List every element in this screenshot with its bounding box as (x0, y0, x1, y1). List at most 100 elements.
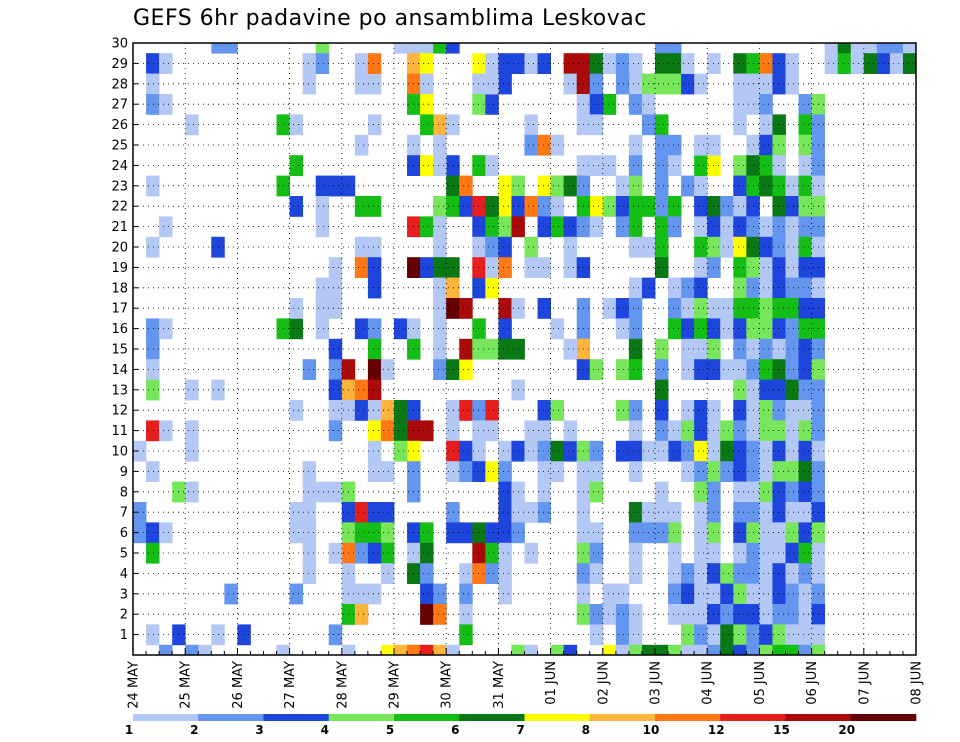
heatmap-cell (485, 338, 499, 360)
heatmap-cell (537, 481, 551, 503)
heatmap-cell (563, 440, 578, 462)
heatmap-cell (328, 175, 343, 197)
y-tick-label: 9 (120, 465, 128, 480)
y-tick-label: 14 (111, 363, 128, 378)
heatmap-cell (759, 114, 773, 136)
x-tick-label: 28 MAY (335, 661, 350, 709)
heatmap-cell (446, 502, 460, 523)
heatmap-cell (459, 196, 473, 217)
legend-swatch (394, 714, 460, 721)
heatmap-cell (772, 583, 786, 605)
heatmap-cell (655, 481, 669, 503)
heatmap-cell (367, 583, 382, 605)
heatmap-cell (772, 502, 786, 523)
y-tick-label: 7 (120, 506, 128, 521)
heatmap-cell (146, 379, 160, 401)
heatmap-cell (668, 196, 682, 217)
heatmap-cell (420, 604, 434, 625)
heatmap-cell (563, 73, 578, 95)
heatmap-cell (655, 114, 669, 136)
heatmap-cell (655, 502, 669, 523)
heatmap-cell (537, 461, 551, 482)
heatmap-cell (550, 318, 565, 340)
heatmap-cell (785, 481, 799, 503)
heatmap-cell (433, 298, 447, 319)
heatmap-cell (655, 522, 669, 544)
heatmap-cell (185, 114, 199, 136)
heatmap-cell (315, 277, 330, 299)
x-tick-label: 25 MAY (179, 661, 194, 709)
heatmap-cell (655, 73, 669, 95)
heatmap-cell (720, 420, 734, 442)
heatmap-cell (785, 236, 799, 258)
y-tick-label: 29 (111, 57, 128, 72)
heatmap-cell (524, 53, 538, 74)
heatmap-cell (224, 583, 238, 605)
heatmap-cell (485, 277, 499, 299)
heatmap-cell (785, 338, 799, 360)
heatmap-cell (537, 216, 551, 238)
heatmap-cell (354, 379, 369, 401)
heatmap-cell (563, 257, 578, 278)
heatmap-cell (537, 134, 551, 156)
heatmap-cell (394, 440, 408, 462)
heatmap-cell (498, 502, 512, 523)
heatmap-cell (720, 563, 734, 584)
heatmap-cell (733, 522, 747, 544)
heatmap-cell (367, 338, 382, 360)
heatmap-cell (694, 542, 708, 564)
heatmap-cell (694, 175, 708, 197)
heatmap-cell (446, 114, 460, 136)
heatmap-cell (433, 216, 447, 238)
heatmap-cell (785, 420, 799, 442)
heatmap-cell (159, 318, 173, 340)
heatmap-cell (772, 134, 786, 156)
heatmap-cell (746, 644, 760, 656)
heatmap-cell (694, 502, 708, 523)
heatmap-cell (302, 563, 317, 584)
heatmap-cell (694, 440, 708, 462)
heatmap-cell (615, 175, 630, 197)
heatmap-cell (733, 624, 747, 646)
heatmap-cell (367, 359, 382, 380)
heatmap-cell (498, 338, 512, 360)
heatmap-cell (772, 481, 786, 503)
y-tick-label: 3 (120, 587, 128, 602)
heatmap-cell (302, 73, 317, 95)
heatmap-cell (472, 216, 486, 238)
heatmap-cell (628, 236, 643, 258)
heatmap-cell (485, 236, 499, 258)
heatmap-cell (615, 400, 630, 421)
heatmap-cell (759, 624, 773, 646)
heatmap-cell (315, 481, 330, 503)
heatmap-cell (602, 604, 617, 625)
heatmap-cell (733, 338, 747, 360)
heatmap-cell (668, 155, 682, 176)
heatmap-cell (694, 624, 708, 646)
heatmap-cell (315, 196, 330, 217)
heatmap-cell (289, 583, 304, 605)
heatmap-cell (537, 420, 551, 442)
heatmap-cell (628, 461, 643, 482)
heatmap-cell (720, 216, 734, 238)
heatmap-cell (289, 522, 304, 544)
heatmap-cell (668, 216, 682, 238)
heatmap-cell (733, 604, 747, 625)
heatmap-cell (367, 318, 382, 340)
heatmap-cell (459, 563, 473, 584)
y-tick-label: 30 (111, 37, 128, 52)
heatmap-cell (628, 318, 643, 340)
heatmap-cell (459, 522, 473, 544)
heatmap-cell (498, 583, 512, 605)
heatmap-cell (785, 502, 799, 523)
heatmap-cell (733, 73, 747, 95)
heatmap-cell (628, 624, 643, 646)
heatmap-cell (772, 236, 786, 258)
heatmap-cell (133, 522, 147, 544)
heatmap-cell (798, 522, 812, 544)
heatmap-cell (472, 563, 486, 584)
legend-tick-label: 6 (451, 723, 459, 737)
heatmap-cell (785, 542, 799, 564)
heatmap-cell (420, 43, 434, 54)
